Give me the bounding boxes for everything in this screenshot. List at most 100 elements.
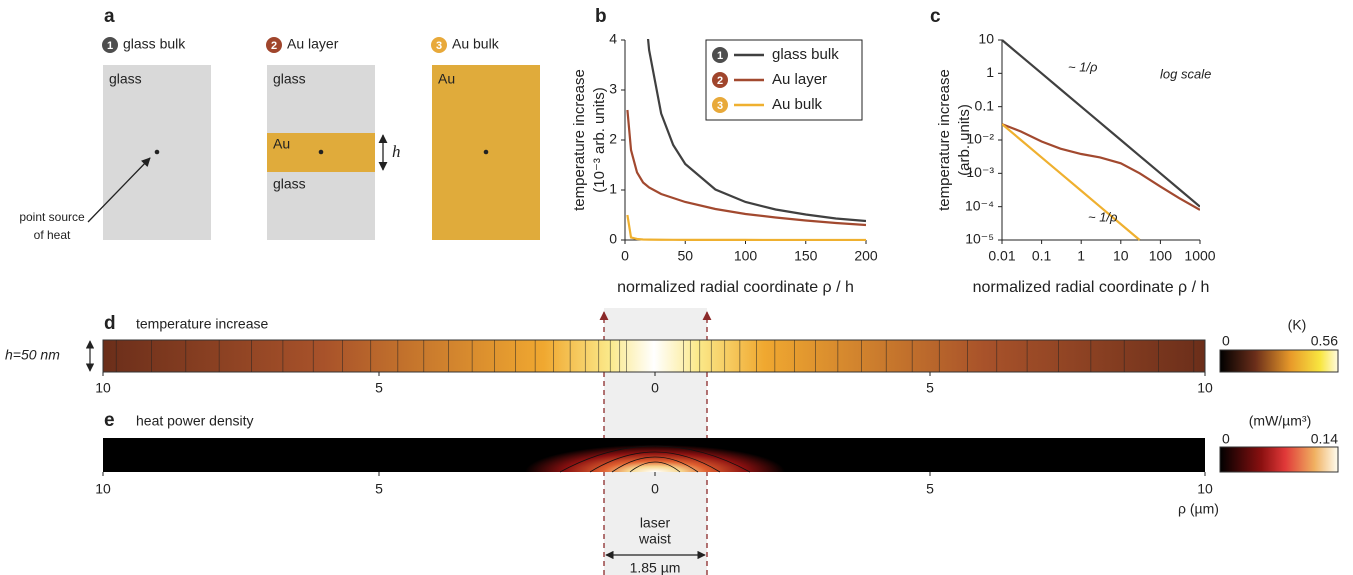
annotation: of heat [34, 228, 71, 242]
panel-title: glass bulk [123, 36, 186, 52]
y-axis-label: temperature increase [571, 69, 588, 211]
panel-letter: a [104, 6, 115, 27]
colorbar-max: 0.14 [1311, 431, 1338, 447]
series-line [1002, 123, 1141, 241]
x-axis-label: normalized radial coordinate ρ / h [973, 279, 1210, 296]
x-tick-label: 100 [1149, 248, 1173, 264]
series-line [626, 214, 866, 241]
panel-letter: d [104, 313, 116, 334]
badge-number: 3 [436, 40, 442, 52]
x-tick-label: 200 [854, 248, 878, 264]
temperature-map [102, 339, 1206, 373]
colorbar [1219, 446, 1339, 473]
colorbar-min: 0 [1222, 333, 1230, 349]
panel-title: heat power density [136, 413, 254, 429]
series-line [626, 109, 866, 227]
y-axis-label: temperature increase [936, 69, 953, 211]
contours [559, 445, 751, 473]
y-tick-label: 0 [609, 231, 617, 247]
thickness-label: h=50 nm [5, 347, 60, 363]
tick-label: 10 [1197, 380, 1213, 396]
badge-number: 2 [717, 75, 723, 87]
tick-label: 0 [651, 481, 659, 497]
panel-letter: c [930, 6, 941, 27]
region-label: glass [273, 176, 306, 192]
tick-label: 5 [375, 481, 383, 497]
y-tick-label: 3 [609, 81, 617, 97]
y-tick-label: 10⁻² [966, 131, 994, 147]
panel-a: point source of heat h [19, 65, 540, 242]
legend-box [705, 39, 863, 121]
x-tick-label: 0.1 [1032, 248, 1052, 264]
laser-label: laser [640, 515, 671, 531]
tick-label: 5 [926, 481, 934, 497]
x-tick-label: 1000 [1184, 248, 1215, 264]
panel-title: temperature increase [136, 316, 269, 332]
region-label: glass [273, 71, 306, 87]
panel-title: Au bulk [452, 36, 500, 52]
tick-label: 5 [375, 380, 383, 396]
panel-letter: b [595, 6, 607, 27]
colorbar-unit: (mW/µm³) [1249, 413, 1311, 429]
badge-number: 2 [271, 40, 277, 52]
colorbar-min: 0 [1222, 431, 1230, 447]
badge-number: 1 [107, 40, 113, 52]
y-tick-label: 10 [978, 31, 994, 47]
x-tick-label: 150 [794, 248, 818, 264]
badge-number: 1 [717, 50, 723, 62]
badge [712, 97, 728, 113]
y-tick-label: 1 [609, 181, 617, 197]
region-label: glass [109, 71, 142, 87]
colorbar-unit: (K) [1288, 317, 1307, 333]
badge [712, 72, 728, 88]
y-tick-label: 0.1 [975, 97, 995, 113]
y-tick-label: 2 [609, 131, 617, 147]
legend-label: Au layer [772, 71, 827, 88]
series-line [646, 39, 866, 223]
region-label: Au [273, 136, 290, 152]
y-tick-label: 1 [986, 64, 994, 80]
annotation: ~ 1/ρ [1068, 59, 1098, 74]
x-tick-label: 0 [621, 248, 629, 264]
badge [266, 37, 282, 53]
axis-label: ρ (µm) [1178, 501, 1219, 517]
laser-label: waist [638, 531, 671, 547]
tick-label: 10 [95, 380, 111, 396]
y-tick-label: 10⁻⁴ [965, 197, 994, 213]
series-line [1002, 123, 1200, 211]
badge [431, 37, 447, 53]
x-tick-label: 100 [734, 248, 758, 264]
annotation: ~ 1/ρ [1088, 209, 1118, 224]
x-tick-label: 1 [1077, 248, 1085, 264]
heat-source [318, 149, 324, 155]
panel-title: Au layer [287, 36, 339, 52]
legend-label: Au bulk [772, 96, 823, 113]
x-tick-label: 0.01 [988, 248, 1015, 264]
x-tick-label: 50 [677, 248, 693, 264]
legend-label: glass bulk [772, 46, 839, 63]
annotation: log scale [1160, 66, 1211, 81]
badge [102, 37, 118, 53]
waist-label: 1.85 µm [630, 560, 681, 575]
x-axis-label: normalized radial coordinate ρ / h [617, 279, 854, 296]
annotation: point source [19, 210, 85, 224]
y-axis-label: (arb. units) [956, 104, 973, 176]
y-tick-label: 10⁻³ [966, 164, 994, 180]
region-label: Au [438, 71, 455, 87]
thickness-label: h [392, 142, 401, 161]
tick-label: 10 [1197, 481, 1213, 497]
y-tick-label: 10⁻⁵ [965, 231, 994, 247]
panel-letter: e [104, 410, 115, 431]
heat-spot [525, 438, 785, 472]
series-line [1002, 39, 1200, 208]
y-tick-label: 4 [609, 31, 617, 47]
tick-label: 10 [95, 481, 111, 497]
contours [115, 340, 1195, 372]
y-axis-label: (10⁻³ arb. units) [591, 87, 608, 192]
colorbar [1219, 349, 1339, 373]
heat-source [483, 149, 489, 155]
colorbar-max: 0.56 [1311, 333, 1338, 349]
tick-label: 5 [926, 380, 934, 396]
arrow [87, 157, 151, 223]
